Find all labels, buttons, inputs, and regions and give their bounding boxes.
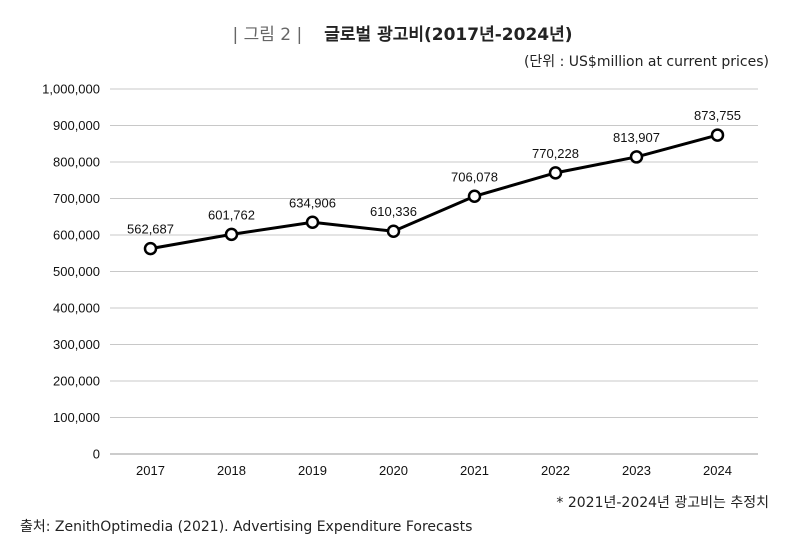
data-point	[467, 189, 482, 204]
data-label: 610,336	[370, 204, 417, 219]
estimate-note: * 2021년-2024년 광고비는 추정치	[556, 495, 769, 511]
y-tick-label: 0	[93, 447, 100, 462]
data-label: 562,687	[127, 222, 174, 237]
figure-label: | 그림 2 |	[232, 25, 303, 45]
data-point	[710, 128, 725, 142]
data-label: 706,078	[451, 169, 498, 184]
x-tick-label: 2020	[379, 463, 408, 478]
chart-title-text: 글로벌 광고비(2017년-2024년)	[324, 25, 573, 45]
y-tick-label: 1,000,000	[42, 82, 100, 97]
x-tick-label: 2021	[460, 463, 489, 478]
x-tick-label: 2019	[298, 463, 327, 478]
x-tick-label: 2023	[622, 463, 651, 478]
y-tick-label: 900,000	[53, 118, 100, 133]
data-label: 634,906	[289, 195, 336, 210]
data-point	[548, 166, 563, 180]
y-tick-label: 400,000	[53, 301, 100, 316]
x-tick-label: 2017	[136, 463, 165, 478]
unit-label: (단위 : US$million at current prices)	[523, 54, 769, 70]
x-tick-label: 2018	[217, 463, 246, 478]
data-label: 813,907	[613, 130, 660, 145]
source-citation: 출처: ZenithOptimedia (2021). Advertising …	[20, 519, 473, 535]
data-point	[305, 215, 320, 230]
data-point	[143, 241, 158, 256]
x-tick-label: 2024	[703, 463, 732, 478]
data-point	[386, 224, 401, 238]
y-tick-label: 700,000	[53, 191, 100, 206]
data-label: 601,762	[208, 207, 255, 222]
y-tick-label: 100,000	[53, 410, 100, 425]
y-tick-label: 300,000	[53, 337, 100, 352]
series-line	[150, 133, 718, 251]
data-label: 873,755	[694, 108, 741, 123]
data-label: 770,228	[532, 146, 579, 161]
chart-title: | 그림 2 | 글로벌 광고비(2017년-2024년)	[0, 20, 805, 45]
data-point	[224, 227, 239, 242]
data-point	[629, 150, 644, 164]
y-tick-label: 500,000	[53, 264, 100, 279]
y-tick-label: 600,000	[53, 228, 100, 243]
y-tick-label: 200,000	[53, 374, 100, 389]
y-tick-label: 800,000	[53, 155, 100, 170]
x-tick-label: 2022	[541, 463, 570, 478]
